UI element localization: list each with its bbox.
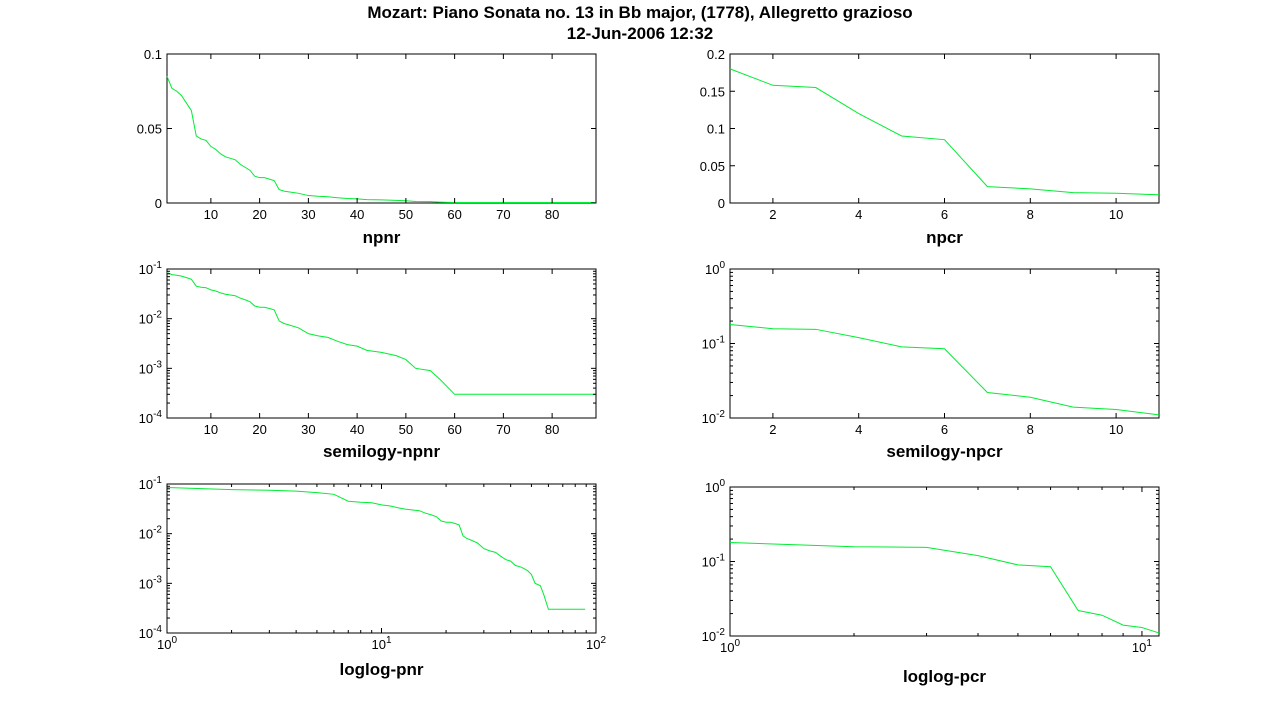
axes-box [729,53,1160,204]
x-tick-label: 40 [350,422,364,437]
x-tick-label: 70 [496,422,510,437]
figure-title: Mozart: Piano Sonata no. 13 in Bb major,… [367,3,913,22]
subplot-semilogy-npnr: 10 20 30 40 50 60 70 80 10-4 10-3 10-2 10-1 semilogy… [139,260,597,461]
y-tick-label: 10-3 [139,359,163,376]
x-axis-label: loglog-pcr [903,667,986,686]
x-tick-label: 100 [157,635,177,652]
y-tick-label: 0.05 [137,122,162,137]
subplot-loglog-pcr: 100 101 10-2 10-1 100 loglog-pcr [702,478,1160,686]
subplot-npcr: 2 4 6 8 10 0 0.05 0.1 0.15 0.2 npcr [700,47,1160,247]
y-tick-label: 0.05 [700,159,725,174]
y-tick-label: 0.1 [144,47,162,62]
x-tick-label: 100 [720,638,740,655]
x-tick-label: 10 [1109,207,1123,222]
series-line [729,323,1160,416]
x-tick-label: 8 [1027,207,1034,222]
axes-box [166,268,597,419]
x-axis-label: npcr [926,228,963,247]
x-tick-label: 80 [545,207,559,222]
axes-box [729,268,1160,419]
x-tick-label: 20 [252,422,266,437]
x-tick-label: 30 [301,207,315,222]
x-tick-label: 50 [399,422,413,437]
y-tick-label: 0.15 [700,84,725,99]
x-tick-label: 20 [252,207,266,222]
x-axis-label: semilogy-npcr [886,442,1003,461]
x-tick-label: 60 [447,207,461,222]
x-tick-label: 101 [371,635,391,652]
figure-subtitle: 12-Jun-2006 12:32 [566,24,714,43]
y-tick-label: 10-4 [139,409,163,426]
y-tick-label: 0 [718,196,725,211]
series-line [729,68,1160,196]
subplot-loglog-pnr: 100 101 102 10-4 10-3 10-2 10-1 loglog-pnr [139,475,607,679]
y-tick-label: 10-2 [702,627,726,644]
x-tick-label: 2 [769,207,776,222]
series-line [166,487,586,610]
x-tick-label: 6 [941,422,948,437]
x-tick-label: 40 [350,207,364,222]
axes-box [166,53,597,204]
y-tick-label: 10-3 [139,574,163,591]
x-tick-label: 50 [399,207,413,222]
y-tick-label: 10-1 [702,335,726,352]
x-axis-label: semilogy-npnr [323,442,441,461]
subplot-npnr: 10 20 30 40 50 60 70 80 0 0.05 0.1 npnr [137,47,597,247]
x-tick-label: 4 [855,422,862,437]
x-tick-label: 10 [204,207,218,222]
series-line [729,541,1160,634]
y-tick-label: 10-2 [702,409,726,426]
y-tick-label: 10-1 [139,260,163,277]
x-tick-label: 70 [496,207,510,222]
x-tick-label: 101 [1132,638,1152,655]
y-tick-label: 10-4 [139,624,163,641]
x-tick-label: 60 [447,422,461,437]
y-tick-label: 10-2 [139,310,163,327]
x-tick-label: 8 [1027,422,1034,437]
y-tick-label: 0.1 [707,122,725,137]
x-tick-label: 102 [586,635,606,652]
x-tick-label: 4 [855,207,862,222]
subplot-semilogy-npcr: 2 4 6 8 10 10-2 10-1 100 semilogy-npcr [702,260,1160,461]
y-tick-label: 10-1 [139,475,163,492]
y-tick-label: 10-2 [139,525,163,542]
x-tick-label: 30 [301,422,315,437]
x-tick-label: 2 [769,422,776,437]
y-tick-label: 100 [705,478,725,495]
x-tick-label: 80 [545,422,559,437]
series-line [166,76,596,204]
x-tick-label: 10 [1109,422,1123,437]
y-tick-label: 0 [155,196,162,211]
x-tick-label: 10 [204,422,218,437]
axes-box [166,483,597,634]
y-tick-label: 10-1 [702,553,726,570]
series-line [166,272,596,395]
x-axis-label: loglog-pnr [339,660,423,679]
x-axis-label: npnr [363,228,401,247]
y-tick-label: 0.2 [707,47,725,62]
y-tick-label: 100 [705,260,725,277]
x-tick-label: 6 [941,207,948,222]
